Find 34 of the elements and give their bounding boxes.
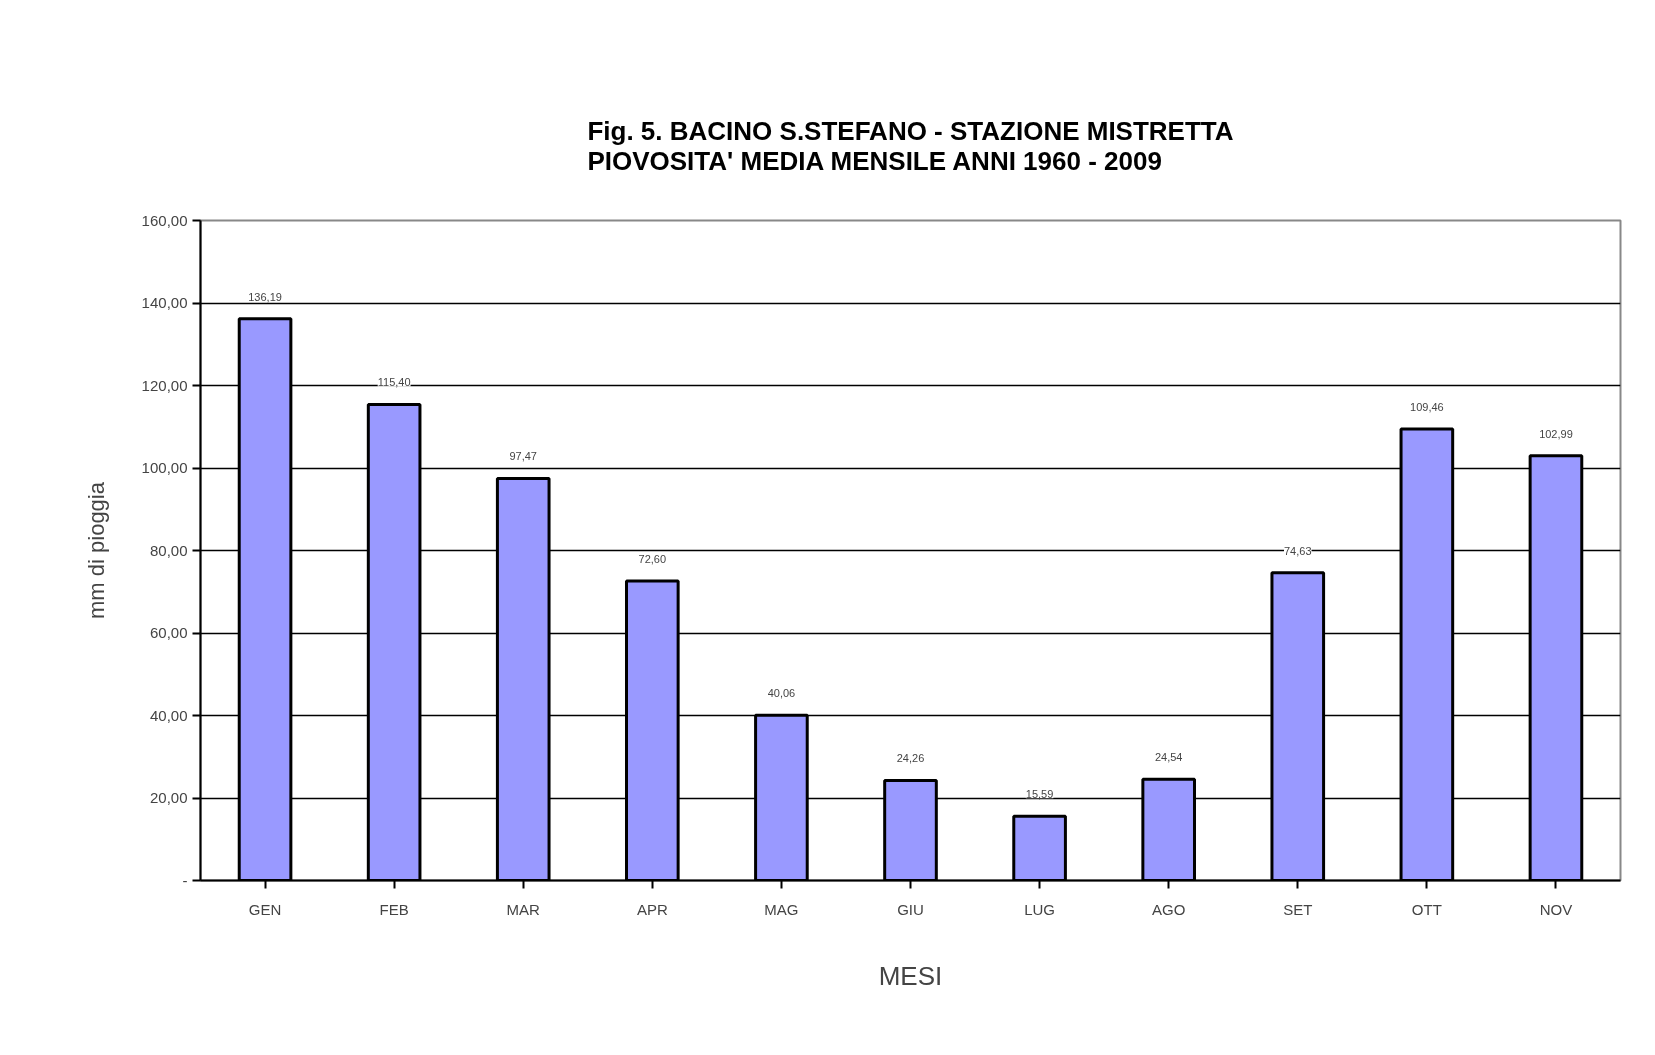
data-label: 97,47 — [509, 450, 537, 463]
data-label: 24,54 — [1154, 751, 1183, 764]
chart-title: Fig. 5. BACINO S.STEFANO - STAZIONE MISTRETTA PIOVOSITA' MEDIA MENSILE ANNI 1960 - 2009 — [587, 115, 1234, 176]
x-tick-label: MAR — [506, 900, 541, 918]
data-label: 74,63 — [1284, 544, 1312, 557]
x-tick-label: MAG — [764, 900, 799, 918]
x-tick-label: NOV — [1539, 900, 1573, 918]
x-tick-label: LUG — [1024, 900, 1056, 918]
y-axis-title: mm di pioggia — [83, 481, 109, 619]
y-tick-label: 160,00 — [141, 211, 188, 229]
x-tick-label: GIU — [897, 900, 924, 918]
x-tick-label: GEN — [248, 900, 282, 918]
data-label: 15,59 — [1025, 788, 1054, 801]
y-tick-label: 120,00 — [141, 376, 188, 394]
y-tick-label: 40,00 — [149, 706, 188, 724]
y-tick-label: 100,00 — [141, 459, 188, 476]
y-tick-label: - — [182, 871, 188, 889]
data-label: 40,06 — [767, 687, 796, 700]
data-label: 72,60 — [638, 553, 667, 566]
x-tick-label: FEB — [379, 900, 409, 918]
x-tick-label: SET — [1283, 900, 1313, 918]
data-label: 115,40 — [377, 376, 411, 389]
data-label: 24,26 — [896, 752, 925, 765]
data-label: 102,99 — [1539, 427, 1573, 440]
x-tick-label: OTT — [1411, 900, 1442, 918]
data-label: 109,46 — [1410, 400, 1444, 413]
y-tick-label: 80,00 — [149, 541, 188, 559]
y-tick-label: 60,00 — [149, 624, 188, 641]
x-tick-label: AGO — [1152, 900, 1186, 918]
x-axis-title: MESI — [878, 960, 943, 991]
data-label: 136,19 — [248, 290, 282, 303]
x-tick-label: APR — [636, 900, 668, 918]
y-tick-label: 140,00 — [141, 294, 188, 311]
y-tick-label: 20,00 — [149, 789, 188, 806]
